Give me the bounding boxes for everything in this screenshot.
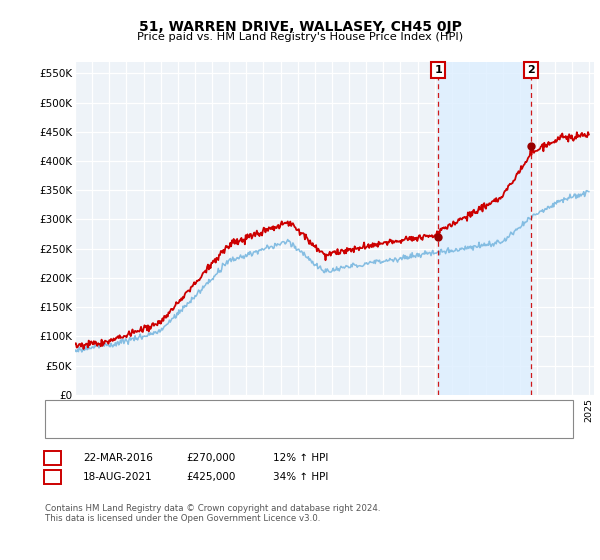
Text: 2: 2 xyxy=(49,472,56,482)
Text: 51, WARREN DRIVE, WALLASEY, CH45 0JP (detached house): 51, WARREN DRIVE, WALLASEY, CH45 0JP (de… xyxy=(89,406,388,416)
Text: 51, WARREN DRIVE, WALLASEY, CH45 0JP: 51, WARREN DRIVE, WALLASEY, CH45 0JP xyxy=(139,20,461,34)
Text: 1: 1 xyxy=(434,65,442,75)
Bar xyxy=(439,62,531,395)
Text: £270,000: £270,000 xyxy=(186,452,235,463)
Text: 1: 1 xyxy=(49,452,56,463)
Text: Contains HM Land Registry data © Crown copyright and database right 2024.
This d: Contains HM Land Registry data © Crown c… xyxy=(45,504,380,524)
Text: £425,000: £425,000 xyxy=(186,472,235,482)
Text: 22-MAR-2016: 22-MAR-2016 xyxy=(83,452,152,463)
Text: 2: 2 xyxy=(527,65,535,75)
Text: 18-AUG-2021: 18-AUG-2021 xyxy=(83,472,152,482)
Text: Price paid vs. HM Land Registry's House Price Index (HPI): Price paid vs. HM Land Registry's House … xyxy=(137,32,463,42)
Text: 12% ↑ HPI: 12% ↑ HPI xyxy=(273,452,328,463)
Text: 34% ↑ HPI: 34% ↑ HPI xyxy=(273,472,328,482)
Text: HPI: Average price, detached house, Wirral: HPI: Average price, detached house, Wirr… xyxy=(89,422,304,432)
